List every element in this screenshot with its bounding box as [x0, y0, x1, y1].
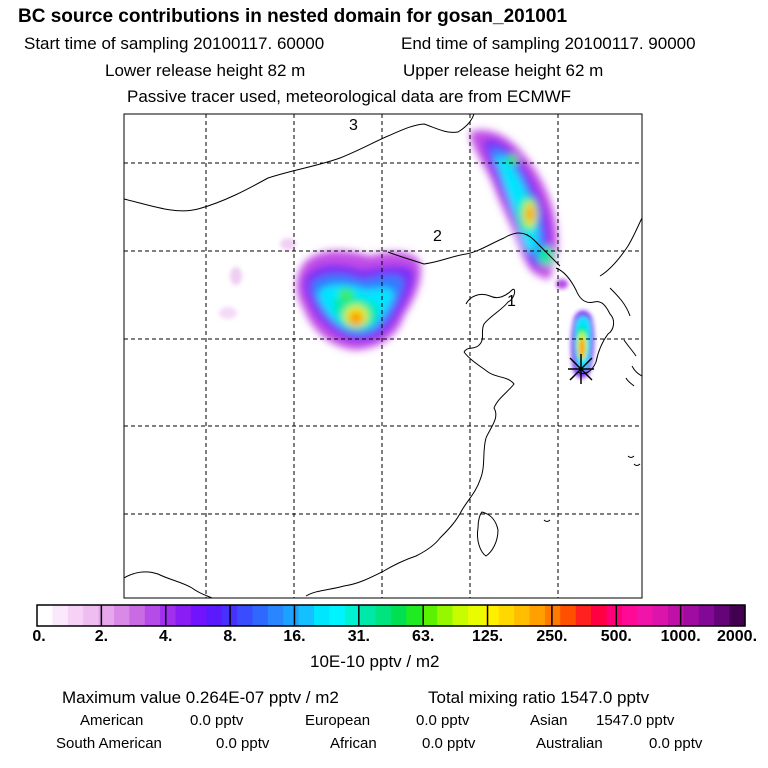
maximum-value-label: Maximum value 0.264E-07 pptv / m2	[62, 688, 339, 707]
plume-faint-nw	[280, 238, 296, 250]
colorbar-tick-label: 500.	[600, 628, 632, 645]
colorbar-unit-label: 10E-10 pptv / m2	[310, 652, 440, 671]
colorbar-tick-label: 0.	[32, 628, 46, 645]
grid-label-1: 1	[507, 293, 516, 310]
plume-korea	[571, 310, 595, 378]
plume-northeast	[470, 130, 558, 279]
coastlines	[124, 114, 642, 598]
japan-coast	[623, 339, 642, 387]
upper-release-height-label: Upper release height 62 m	[403, 61, 604, 80]
chart-title: BC source contributions in nested domain…	[18, 6, 568, 27]
yellow-sea-coast	[305, 437, 487, 597]
lat-lon-grid	[124, 114, 642, 598]
european-value: 0.0 pptv	[416, 712, 470, 729]
colorbar-tick-label: 8.	[223, 628, 237, 645]
korea-east-coast	[609, 287, 631, 317]
taiwan-coast	[477, 511, 499, 557]
map-frame	[123, 113, 643, 599]
plume-faint-southwest	[219, 307, 237, 319]
korea-coast	[555, 267, 615, 375]
australian-label: Australian	[536, 735, 603, 752]
african-label: African	[330, 735, 377, 752]
colorbar-tick-label: 16.	[283, 628, 306, 645]
shandong-coast	[463, 351, 515, 439]
african-value: 0.0 pptv	[422, 735, 476, 752]
ryukyu-coast	[543, 455, 641, 522]
colorbar-tick-label: 4.	[159, 628, 173, 645]
grid-label-3: 3	[349, 117, 358, 134]
grid-label-2: 2	[433, 228, 442, 245]
colorbar-tick-label: 2000.	[716, 628, 758, 645]
american-label: American	[80, 712, 144, 729]
australian-value: 0.0 pptv	[649, 735, 703, 752]
total-mixing-ratio-label: Total mixing ratio 1547.0 pptv	[428, 688, 650, 707]
plume-korea-spot	[556, 279, 568, 289]
south-american-value: 0.0 pptv	[216, 735, 270, 752]
colorbar-tick-label: 250.	[536, 628, 568, 645]
colorbar-tick-label: 125.	[471, 628, 504, 645]
american-value: 0.0 pptv	[190, 712, 244, 729]
south-american-label: South American	[56, 735, 162, 752]
colorbar-tick-label: 31.	[347, 628, 370, 645]
colorbar-tick-label: 2.	[94, 628, 109, 645]
korea-north-coast	[599, 217, 642, 277]
inner-mongolia-border	[387, 232, 561, 267]
end-time-label: End time of sampling 20100117. 90000	[401, 34, 696, 53]
start-time-label: Start time of sampling 20100117. 60000	[24, 34, 325, 53]
asian-label: Asian	[530, 712, 568, 729]
concentration-field	[124, 114, 642, 598]
bohai-coast	[463, 288, 516, 353]
lower-release-height-label: Lower release height 82 m	[105, 61, 306, 80]
colorbar-tick-label: 1000.	[660, 628, 701, 645]
southwest-border	[124, 571, 213, 598]
european-label: European	[305, 712, 371, 729]
plume-faint-west	[230, 267, 242, 285]
asian-value: 1547.0 pptv	[596, 712, 675, 729]
tracer-info-label: Passive tracer used, meteorological data…	[127, 87, 572, 106]
mongolia-border	[124, 114, 475, 212]
colorbar-tick-label: 63.	[412, 628, 435, 645]
plume-west	[296, 250, 421, 350]
receptor-marker-icon	[568, 354, 594, 384]
